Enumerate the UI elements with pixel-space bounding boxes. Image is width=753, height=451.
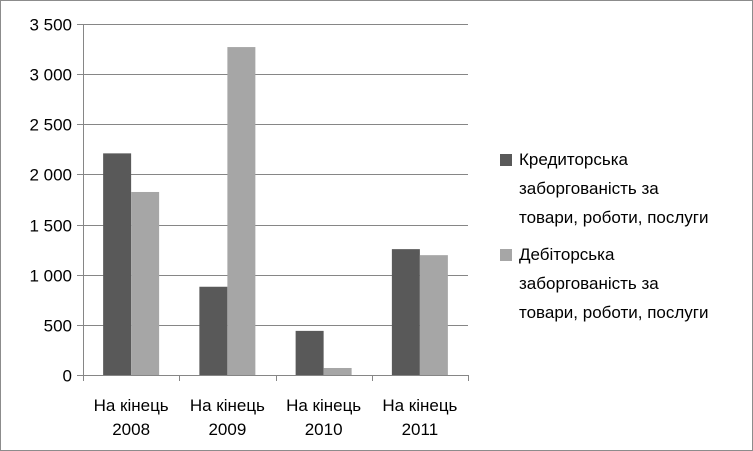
y-tick-label: 2 000 <box>29 166 72 185</box>
bar <box>323 367 352 375</box>
legend-swatch-payables <box>500 154 512 166</box>
x-tick-label: 2009 <box>208 420 246 439</box>
legend-swatch-receivables <box>500 249 512 261</box>
y-tick-label: 1 000 <box>29 267 72 286</box>
x-tick-label: На кінець <box>286 396 361 415</box>
y-tick-label: 2 500 <box>29 116 72 135</box>
legend-item-payables: Кредиторська заборгованість за товари, р… <box>497 145 747 232</box>
bar <box>295 330 324 375</box>
bar <box>131 191 160 375</box>
y-tick-label: 3 000 <box>29 66 72 85</box>
x-tick-label: На кінець <box>94 396 169 415</box>
x-tick-label: 2008 <box>112 420 150 439</box>
bar <box>199 286 228 375</box>
legend-label-receivables-line3: товари, роботи, послуги <box>519 303 709 322</box>
bar <box>391 249 420 375</box>
legend-label-payables-line3: товари, роботи, послуги <box>519 208 709 227</box>
bar <box>227 47 256 376</box>
x-tick-label: 2011 <box>402 420 439 439</box>
bar <box>419 255 448 375</box>
y-tick-label: 3 500 <box>29 16 72 35</box>
x-tick-label: На кінець <box>190 396 265 415</box>
legend-label-payables-line1: Кредиторська <box>519 150 628 169</box>
legend-label-receivables-line2: заборгованість за <box>519 274 659 293</box>
x-tick-label: На кінець <box>382 396 457 415</box>
y-tick-label: 1 500 <box>29 217 72 236</box>
y-tick-label: 0 <box>63 367 72 386</box>
legend-label-payables-line2: заборгованість за <box>519 179 659 198</box>
legend-item-receivables: Дебіторська заборгованість за товари, ро… <box>497 240 747 327</box>
legend-label-receivables-line1: Дебіторська <box>519 245 615 264</box>
chart-legend: Кредиторська заборгованість за товари, р… <box>497 145 747 335</box>
y-tick-label: 500 <box>44 317 72 336</box>
bar <box>103 153 132 375</box>
x-tick-label: 2010 <box>305 420 343 439</box>
